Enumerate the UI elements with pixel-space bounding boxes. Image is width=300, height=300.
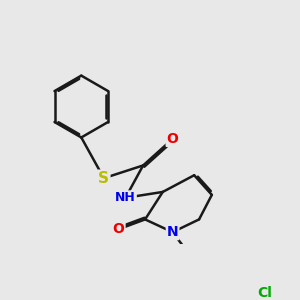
Text: Cl: Cl [257,286,272,300]
Text: O: O [113,222,124,236]
Text: S: S [98,171,110,186]
Text: O: O [167,132,178,146]
Text: N: N [167,225,178,239]
Text: NH: NH [115,191,136,204]
